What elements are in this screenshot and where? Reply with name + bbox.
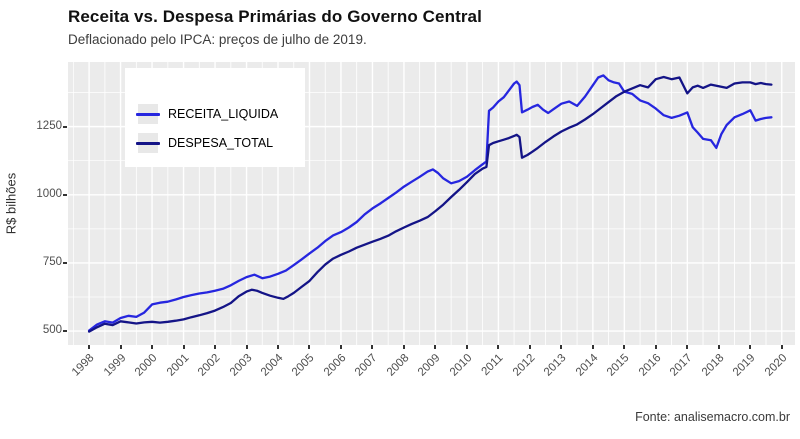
x-tick-mark xyxy=(591,345,594,349)
legend: RECEITA_LIQUIDA DESPESA_TOTAL xyxy=(125,68,305,167)
plot-panel xyxy=(68,62,795,345)
legend-item-despesa: DESPESA_TOTAL xyxy=(136,133,305,153)
series-line-receita_liquida xyxy=(87,74,773,332)
y-tick-label: 1000 xyxy=(36,187,62,200)
source-note: Fonte: analisemacro.com.br xyxy=(635,410,790,424)
legend-key-despesa xyxy=(136,133,160,153)
x-tick-mark xyxy=(497,345,500,349)
y-axis-title: R$ bilhões xyxy=(3,172,19,235)
x-tick-mark xyxy=(717,345,720,349)
y-tick-label: 750 xyxy=(42,255,62,268)
x-tick-mark xyxy=(686,345,689,349)
x-tick-mark xyxy=(151,345,154,349)
x-tick-mark xyxy=(528,345,531,349)
x-tick-mark xyxy=(277,345,279,349)
chart-subtitle: Deflacionado pelo IPCA: preços de julho … xyxy=(68,32,367,47)
x-tick-mark xyxy=(245,345,248,349)
y-tick-mark xyxy=(63,193,67,196)
y-tick-mark xyxy=(63,330,67,333)
legend-key-receita xyxy=(136,104,160,124)
x-tick-mark xyxy=(465,345,468,349)
x-tick-mark xyxy=(780,345,783,349)
y-tick-label: 500 xyxy=(42,324,62,337)
x-tick-mark xyxy=(308,345,311,349)
x-tick-mark xyxy=(119,345,122,349)
x-tick-mark xyxy=(214,345,217,349)
despesa-line-swatch xyxy=(136,141,160,145)
series-line-despesa_total xyxy=(87,75,773,333)
x-tick-mark xyxy=(749,345,752,349)
receita-line-swatch xyxy=(136,112,160,116)
x-tick-mark xyxy=(339,345,342,349)
x-tick-mark xyxy=(88,345,91,349)
y-tick-mark xyxy=(63,261,67,264)
y-tick-label: 1250 xyxy=(36,119,62,132)
x-tick-mark xyxy=(371,345,374,349)
y-tick-mark xyxy=(63,125,67,128)
legend-label-despesa: DESPESA_TOTAL xyxy=(168,136,274,150)
plot-canvas xyxy=(68,62,795,345)
x-tick-mark xyxy=(434,345,437,349)
x-tick-mark xyxy=(560,345,563,349)
chart-title: Receita vs. Despesa Primárias do Governo… xyxy=(68,7,482,26)
legend-item-receita: RECEITA_LIQUIDA xyxy=(136,104,305,124)
legend-label-receita: RECEITA_LIQUIDA xyxy=(168,107,279,121)
x-tick-mark xyxy=(623,345,626,349)
x-tick-mark xyxy=(402,345,405,349)
x-tick-mark xyxy=(654,345,657,349)
x-tick-mark xyxy=(182,345,185,349)
